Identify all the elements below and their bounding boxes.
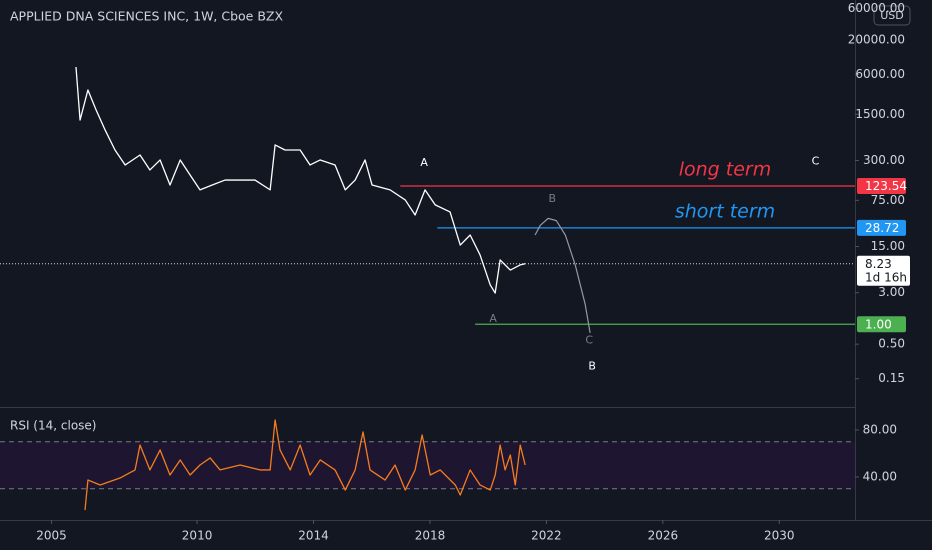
level-label-box <box>857 316 906 333</box>
y-tick-label: 80.00 <box>863 422 897 436</box>
wave-label: C <box>585 333 593 346</box>
y-tick-label: 40.00 <box>863 469 897 483</box>
x-tick-label: 2010 <box>182 529 213 543</box>
currency[interactable]: USD <box>880 9 904 22</box>
wave-label: B <box>588 359 596 372</box>
x-tick-label: 2030 <box>764 529 795 543</box>
level-text: short term <box>675 200 775 222</box>
y-tick-label: 75.00 <box>871 193 905 207</box>
y-tick-label: 15.00 <box>871 239 905 253</box>
level-label-box <box>857 177 906 194</box>
currency-box[interactable] <box>873 5 911 26</box>
level-label-box <box>857 219 906 236</box>
last-price-label: 8.23 <box>865 257 892 271</box>
y-tick-label: 300.00 <box>863 153 905 167</box>
wave-label: A <box>420 156 428 169</box>
chart-title: APPLIED DNA SCIENCES INC, 1W, Cboe BZX <box>10 9 283 24</box>
wave-label: A <box>489 312 497 325</box>
y-tick-label: 20000.00 <box>848 32 905 46</box>
price-line <box>75 66 526 294</box>
rsi-band-fill <box>0 441 855 489</box>
y-tick-label: 0.50 <box>878 337 905 351</box>
wave-label: C <box>812 155 820 168</box>
x-tick-label: 2018 <box>415 529 446 543</box>
level-label: 123.54 <box>865 179 907 193</box>
y-tick-label: 3.00 <box>878 285 905 299</box>
level-label: 28.72 <box>865 221 899 235</box>
level-text: long term <box>679 158 772 180</box>
y-tick-label: 6000.00 <box>855 67 905 81</box>
x-tick-label: 2022 <box>531 529 562 543</box>
y-tick-label: 60000.00 <box>848 1 905 15</box>
y-tick-label: 1500.00 <box>855 107 905 121</box>
y-tick-label: 0.15 <box>878 371 905 385</box>
projection-curve <box>534 217 591 334</box>
countdown-label: 1d 16h <box>865 270 907 284</box>
last-price-box <box>857 255 910 286</box>
x-tick-label: 2005 <box>36 529 67 543</box>
rsi-line <box>84 419 526 511</box>
rsi-title: RSI (14, close) <box>10 419 96 433</box>
x-tick-label: 2014 <box>298 529 329 543</box>
x-tick-label: 2026 <box>648 529 679 543</box>
wave-label: B <box>548 192 556 205</box>
level-label: 1.00 <box>865 317 892 331</box>
